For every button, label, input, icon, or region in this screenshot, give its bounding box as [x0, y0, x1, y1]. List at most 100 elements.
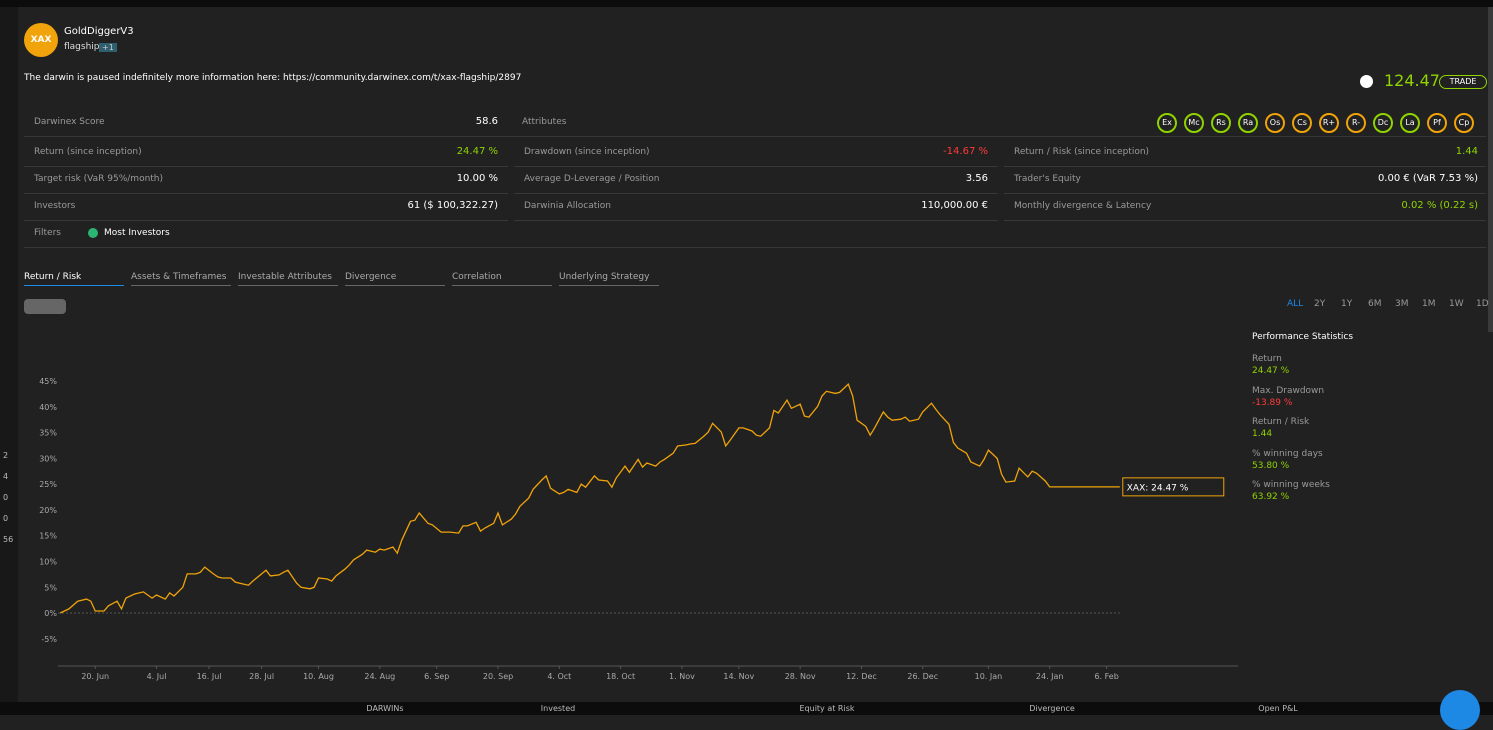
range-button[interactable]: 2Y [1314, 299, 1326, 309]
tab[interactable]: Divergence [345, 272, 445, 286]
y-tick-label: 20% [39, 506, 57, 515]
footer-bar: DARWINs Invested Equity at Risk Divergence O… [0, 702, 1493, 715]
y-tick-label: -5% [41, 635, 57, 644]
filter-icon [88, 228, 98, 238]
series-line [59, 382, 1120, 614]
stat-value: 0.00 € (VaR 7.53 %) [1377, 173, 1478, 184]
notice: The darwin is paused indefinitely more i… [24, 73, 522, 83]
x-tick-label: 14. Nov [723, 672, 754, 681]
stat-label: Investors [34, 201, 76, 211]
side-number: 4 [3, 472, 9, 481]
range-button[interactable]: 1M [1422, 299, 1436, 309]
filters-row: Filters Most Investors [24, 220, 1486, 248]
stat-label: Return / Risk (since inception) [1014, 147, 1150, 157]
side-number: 0 [3, 514, 9, 523]
tab[interactable]: Investable Attributes [238, 272, 338, 286]
stat-label: Monthly divergence & Latency [1014, 201, 1152, 211]
attribute-badge: Os [1265, 113, 1285, 133]
tab[interactable]: Correlation [452, 272, 552, 286]
x-tick-label: 20. Sep [483, 672, 513, 681]
x-tick-label: 28. Jul [249, 672, 274, 681]
stat-label: Darwinia Allocation [524, 201, 611, 211]
footer-item: Open P&L [1258, 704, 1298, 713]
stat-value: -14.67 % [943, 146, 988, 157]
tab[interactable]: Return / Risk [24, 272, 124, 286]
price: 124.47 [1384, 71, 1440, 90]
scrollbar [1488, 7, 1493, 332]
tab[interactable]: Underlying Strategy [559, 272, 659, 286]
stat-cell: Trader's Equity 0.00 € (VaR 7.53 %) [1004, 166, 1486, 194]
perf-value: 24.47 % [1252, 366, 1290, 376]
side-number: 2 [3, 451, 9, 460]
stat-cell: Target risk (VaR 95%/month) 10.00 % [24, 166, 508, 194]
darwin-name: GoldDiggerV3 [64, 26, 134, 37]
avatar: XAX [24, 23, 58, 57]
chart-toggle[interactable] [24, 299, 66, 314]
perf-label: % winning weeks [1252, 480, 1330, 490]
stat-label: Target risk (VaR 95%/month) [34, 174, 164, 184]
stat-cell: Return (since inception) 24.47 % [24, 139, 508, 167]
chat-button[interactable] [1440, 690, 1480, 730]
y-tick-label: 0% [44, 609, 57, 618]
attribute-badge: Rs [1211, 113, 1231, 133]
stat-value: 1.44 [1455, 146, 1478, 157]
x-tick-label: 10. Aug [303, 672, 334, 681]
stat-value: 61 ($ 100,322.27) [407, 200, 498, 211]
stat-value: 58.6 [475, 116, 498, 127]
x-tick-label: 26. Dec [907, 672, 938, 681]
y-tick-label: 10% [39, 557, 57, 566]
y-tick-label: 35% [39, 429, 57, 438]
stat-label: Drawdown (since inception) [524, 147, 650, 157]
stat-label: Darwinex Score [34, 117, 105, 127]
stat-value: 24.47 % [456, 146, 498, 157]
range-button[interactable]: 6M [1368, 299, 1382, 309]
tab[interactable]: Assets & Timeframes [131, 272, 231, 286]
attribute-badge: Ra [1238, 113, 1258, 133]
stat-label: Average D-Leverage / Position [524, 174, 660, 184]
x-tick-label: 12. Dec [846, 672, 877, 681]
footer-item: Equity at Risk [799, 704, 855, 713]
filter-item[interactable]: Most Investors [104, 228, 170, 238]
stat-label: Attributes [522, 117, 567, 127]
perf-label: Return [1252, 354, 1282, 364]
side-number: 0 [3, 493, 9, 502]
footer-item: Invested [540, 704, 576, 713]
stat-label: Trader's Equity [1014, 174, 1081, 184]
shield-icon [1360, 75, 1373, 88]
attribute-badge: La [1400, 113, 1420, 133]
x-tick-label: 24. Jan [1036, 672, 1064, 681]
range-button[interactable]: ALL [1287, 299, 1304, 309]
perf-title: Performance Statistics [1252, 332, 1354, 342]
range-button[interactable]: 1D [1476, 299, 1489, 309]
x-tick-label: 28. Nov [785, 672, 816, 681]
x-tick-label: 10. Jan [975, 672, 1003, 681]
x-tick-label: 1. Nov [669, 672, 695, 681]
range-button[interactable]: 1W [1449, 299, 1464, 309]
stat-value: 10.00 % [456, 173, 498, 184]
stat-cell: Investors 61 ($ 100,322.27) [24, 193, 508, 221]
range-button[interactable]: 3M [1395, 299, 1409, 309]
tag-badge: +1 [99, 43, 117, 52]
perf-value: -13.89 % [1252, 397, 1293, 408]
stats-row: Darwinex Score 58.6 Attributes Ex Mc Rs Ra Os Cs… [24, 109, 1486, 137]
range-button[interactable]: 1Y [1341, 299, 1353, 309]
perf-label: Max. Drawdown [1252, 385, 1325, 396]
attribute-badge: R- [1346, 113, 1366, 133]
perf-label: Return / Risk [1252, 417, 1310, 427]
stat-cell: Darwinia Allocation 110,000.00 € [514, 193, 998, 221]
stat-cell: Monthly divergence & Latency 0.02 % (0.22… [1004, 193, 1486, 221]
y-tick-label: 15% [39, 532, 57, 541]
y-tick-label: 30% [39, 454, 57, 463]
attribute-badge: Dc [1373, 113, 1393, 133]
x-tick-label: 6. Sep [424, 672, 449, 681]
stat-cell: Drawdown (since inception) -14.67 % [514, 139, 998, 167]
stat-label: Return (since inception) [34, 147, 142, 157]
stat-cell: Average D-Leverage / Position 3.56 [514, 166, 998, 194]
trade-button[interactable]: TRADE [1439, 75, 1487, 89]
side-strip: 2 4 0 0 56 [0, 7, 18, 702]
attribute-badge: Ex [1157, 113, 1177, 133]
y-tick-label: 5% [44, 583, 57, 592]
x-tick-label: 4. Oct [547, 672, 571, 681]
x-tick-label: 16. Jul [197, 672, 222, 681]
